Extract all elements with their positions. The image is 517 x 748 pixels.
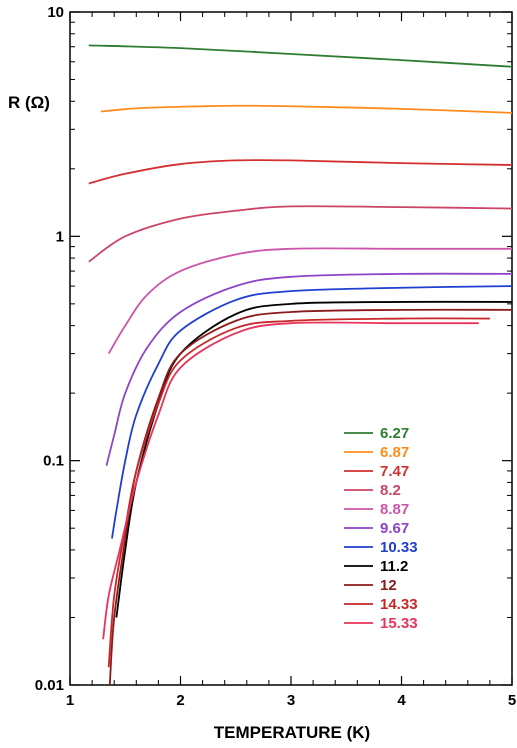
series-line-6-27: [88, 44, 513, 68]
legend-label: 8.2: [380, 482, 401, 499]
x-axis-label: TEMPERATURE (K): [214, 723, 370, 742]
legend-label: 12: [380, 577, 397, 594]
series-line-14-33: [107, 317, 490, 668]
y-tick-label: 10: [47, 4, 64, 21]
x-tick-label: 2: [176, 692, 184, 709]
series-line-10-33: [111, 285, 513, 539]
x-tick-label: 4: [397, 692, 406, 709]
y-axis-label: R (Ω): [8, 93, 50, 112]
series-line-8-87: [107, 247, 512, 355]
legend-label: 6.87: [380, 444, 409, 461]
y-tick-label: 0.1: [43, 453, 64, 470]
series-line-7-47: [88, 159, 513, 185]
legend-label: 10.33: [380, 539, 418, 556]
y-tick-label: 1: [56, 228, 64, 245]
x-tick-label: 3: [287, 692, 295, 709]
plot-frame: [69, 11, 513, 686]
series-line-9-67: [105, 272, 513, 466]
legend-label: 11.2: [380, 558, 408, 575]
legend-label: 14.33: [380, 596, 418, 613]
legend-label: 8.87: [380, 501, 409, 518]
legend-label: 7.47: [380, 463, 409, 480]
series-line-8-2: [88, 205, 513, 263]
y-tick-label: 0.01: [35, 677, 64, 694]
legend-label: 9.67: [380, 520, 409, 537]
series-line-11-2: [115, 300, 513, 618]
series-line-12: [108, 308, 513, 686]
legend-label: 15.33: [380, 615, 418, 632]
x-tick-label: 1: [66, 692, 74, 709]
x-tick-label: 5: [508, 692, 516, 709]
plot-area: 1 2 3 4 50.010.11106.276.877.478.28.879.6710…: [35, 4, 516, 709]
legend-label: 6.27: [380, 425, 409, 442]
series-line-6-87: [100, 104, 513, 114]
series-line-15-33: [102, 321, 479, 640]
